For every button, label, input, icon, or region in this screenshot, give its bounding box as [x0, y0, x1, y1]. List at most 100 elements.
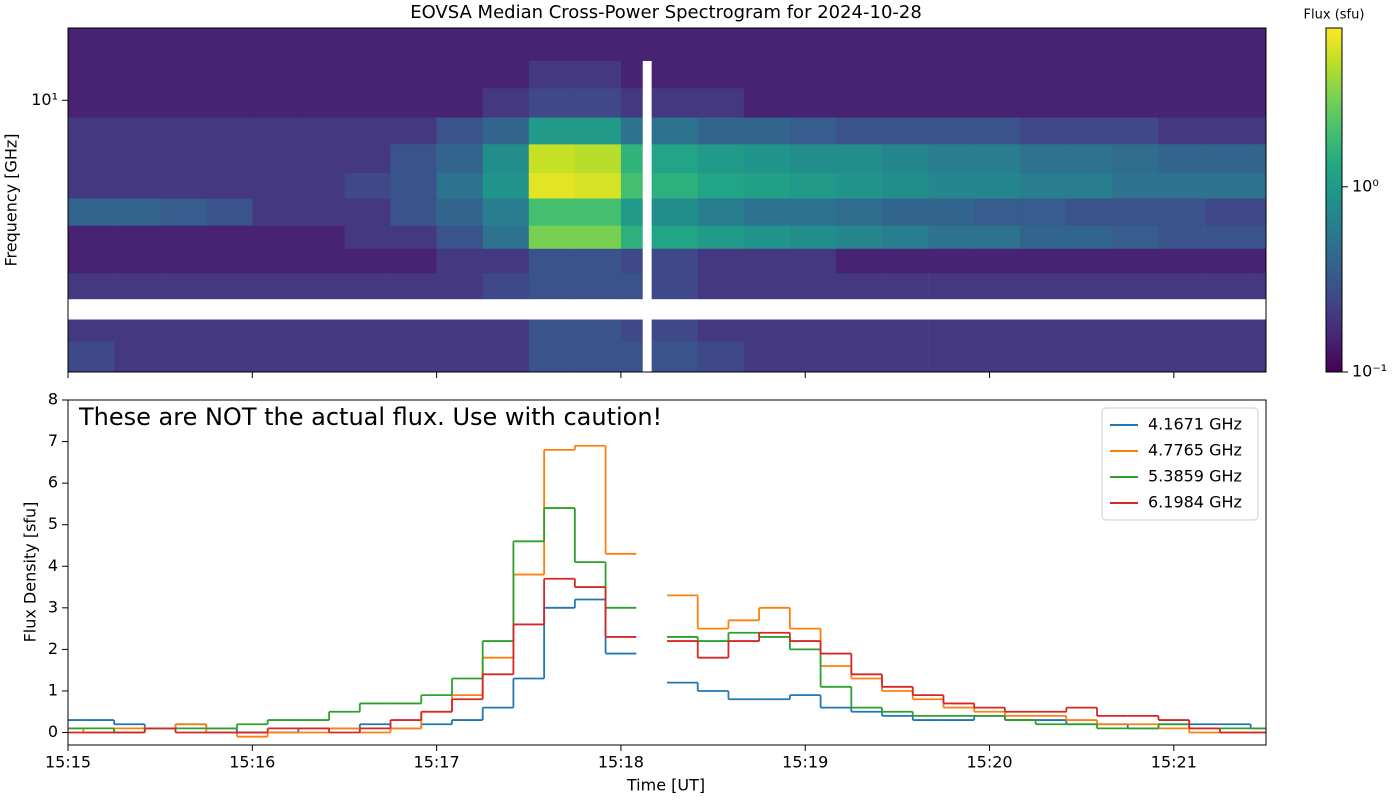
- heatmap-cell: [743, 117, 791, 145]
- heatmap-cell: [390, 341, 437, 373]
- heatmap-cell: [114, 60, 161, 89]
- heatmap-cell: [68, 87, 115, 118]
- heatmap-cell: [1158, 60, 1205, 89]
- heatmap-cell: [1020, 60, 1067, 89]
- heatmap-cell: [1066, 60, 1113, 89]
- heatmap-cell: [344, 248, 391, 274]
- heatmap-cell: [114, 87, 161, 118]
- heatmap-cell: [1204, 87, 1251, 118]
- heatmap-cell: [1204, 225, 1251, 249]
- heatmap-cell: [344, 272, 391, 300]
- heatmap-cell: [482, 319, 530, 342]
- heatmap-cell: [1112, 172, 1159, 199]
- heatmap-cell: [928, 172, 975, 199]
- y-tick-label: 4: [48, 556, 58, 575]
- heatmap-cell: [1112, 87, 1159, 118]
- heatmap-cell: [160, 272, 207, 300]
- heatmap-cell: [743, 28, 791, 61]
- heatmap-cell: [651, 117, 699, 145]
- heatmap-cell: [882, 272, 929, 300]
- heatmap-cell: [482, 198, 530, 226]
- heatmap-cell: [114, 28, 161, 61]
- heatmap-cell: [298, 60, 345, 89]
- heatmap-cell: [436, 172, 483, 199]
- heatmap-cell: [574, 144, 622, 174]
- heatmap-cell: [743, 248, 791, 274]
- heatmap-cell: [574, 60, 622, 89]
- heatmap-cell: [1204, 144, 1251, 174]
- heatmap-cell: [620, 272, 643, 300]
- plot-lines: [68, 444, 1266, 738]
- heatmap-cell: [574, 172, 622, 199]
- heatmap-cell: [344, 87, 391, 118]
- heatmap-cell: [574, 341, 622, 373]
- heatmap-cell: [528, 144, 576, 174]
- heatmap-cell: [390, 319, 437, 342]
- heatmap-cell: [206, 172, 253, 199]
- heatmap-cell: [528, 225, 576, 249]
- heatmap-cell: [68, 198, 115, 226]
- heatmap-cell: [835, 319, 883, 342]
- heatmap-cell: [620, 248, 643, 274]
- heatmap-cell: [1204, 319, 1251, 342]
- heatmap-cell: [68, 341, 115, 373]
- heatmap-cell: [528, 60, 576, 89]
- heatmap-cell: [1250, 172, 1267, 199]
- heatmap-cell: [789, 144, 837, 174]
- heatmap-cell: [789, 248, 837, 274]
- heatmap-cell: [651, 272, 699, 300]
- heatmap-cell: [160, 248, 207, 274]
- heatmap-cell: [1250, 87, 1267, 118]
- heatmap-cell: [160, 60, 207, 89]
- heatmap-cell: [1066, 198, 1113, 226]
- heatmap-cell: [344, 198, 391, 226]
- heatmap-cell: [252, 144, 299, 174]
- heatmap-cell: [298, 248, 345, 274]
- heatmap-cell: [1112, 272, 1159, 300]
- x-tick-label: 15:15: [45, 753, 91, 772]
- heatmap-cell: [1066, 225, 1113, 249]
- heatmap-cell: [928, 341, 975, 373]
- heatmap-cell: [298, 117, 345, 145]
- heatmap-cell: [651, 60, 699, 89]
- heatmap-cell: [482, 172, 530, 199]
- heatmap-cell: [651, 198, 699, 226]
- heatmap-cell: [1250, 225, 1267, 249]
- heatmap-cell: [974, 60, 1021, 89]
- heatmap-cell: [974, 198, 1021, 226]
- heatmap-cell: [298, 272, 345, 300]
- heatmap-cell: [651, 248, 699, 274]
- heatmap-cell: [68, 28, 115, 61]
- heatmap-cell: [1158, 28, 1205, 61]
- heatmap-cell: [882, 341, 929, 373]
- heatmap-cell: [789, 60, 837, 89]
- y-axis-label: Frequency [GHz]: [2, 133, 21, 266]
- y-axis-label: Flux Density [sfu]: [21, 502, 40, 643]
- heatmap-cell: [1020, 341, 1067, 373]
- heatmap-cell: [68, 248, 115, 274]
- heatmap-cell: [436, 144, 483, 174]
- heatmap-cell: [835, 144, 883, 174]
- heatmap-cell: [882, 117, 929, 145]
- heatmap-cell: [574, 319, 622, 342]
- heatmap-cell: [1204, 117, 1251, 145]
- heatmap-cell: [1112, 319, 1159, 342]
- heatmap-cell: [114, 198, 161, 226]
- heatmap-cell: [1112, 198, 1159, 226]
- heatmap-cell: [298, 198, 345, 226]
- heatmap-cell: [835, 117, 883, 145]
- x-tick-label: 15:21: [1151, 753, 1197, 772]
- heatmap-cell: [68, 319, 115, 342]
- heatmap-cell: [789, 341, 837, 373]
- heatmap-cell: [1066, 341, 1113, 373]
- heatmap-cell: [206, 28, 253, 61]
- heatmap-cell: [789, 117, 837, 145]
- heatmap-cell: [1066, 248, 1113, 274]
- heatmap-cell: [1250, 60, 1267, 89]
- heatmap-cell: [835, 341, 883, 373]
- heatmap-cell: [620, 60, 643, 89]
- heatmap-cell: [697, 144, 745, 174]
- legend-label: 6.1984 GHz: [1148, 493, 1242, 512]
- heatmap-cell: [528, 319, 576, 342]
- heatmap-cell: [206, 225, 253, 249]
